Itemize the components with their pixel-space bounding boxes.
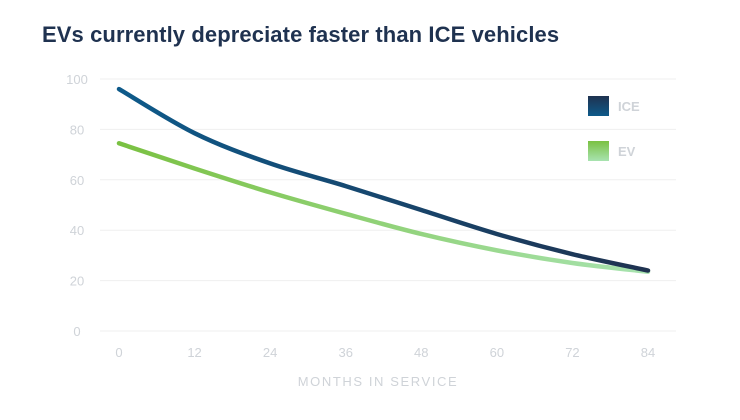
y-tick-label: 80 [70,122,84,137]
x-tick-label: 24 [263,345,277,360]
x-tick-label: 84 [641,345,655,360]
x-tick-label: 36 [338,345,352,360]
x-tick-label: 0 [115,345,122,360]
y-tick-label: 60 [70,173,84,188]
legend-label-ice: ICE [618,99,640,114]
chart-title: EVs currently depreciate faster than ICE… [42,22,560,47]
legend-swatch-ice [588,96,609,116]
x-tick-label: 60 [490,345,504,360]
legend-label-ev: EV [618,144,636,159]
series-line-ice [116,86,651,273]
y-tick-label: 0 [73,324,80,339]
series-line-ev [116,141,651,275]
legend-swatch-ev [588,141,609,161]
x-tick-label: 72 [565,345,579,360]
x-axis-title: MONTHS IN SERVICE [298,374,459,389]
y-tick-label: 40 [70,223,84,238]
x-tick-label: 48 [414,345,428,360]
x-tick-label: 12 [187,345,201,360]
y-tick-label: 100 [66,72,88,87]
y-tick-label: 20 [70,274,84,289]
